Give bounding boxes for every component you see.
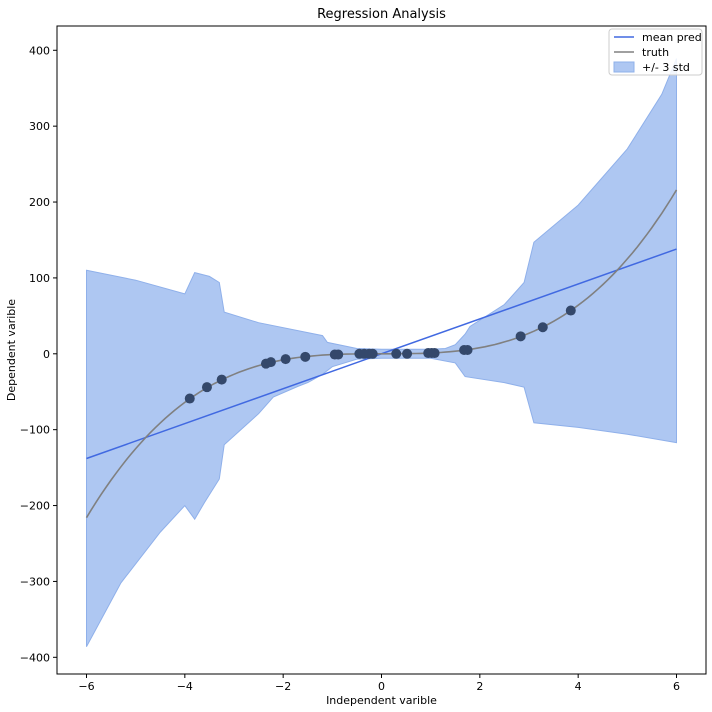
data-point: [462, 345, 473, 355]
legend-label: mean pred: [642, 31, 702, 44]
x-tick-label: 6: [673, 680, 680, 693]
data-point: [537, 322, 548, 333]
data-point: [515, 331, 526, 342]
data-point: [402, 348, 413, 359]
data-point: [300, 351, 311, 362]
truth-line: [85, 189, 678, 519]
data-point: [367, 348, 378, 359]
y-tick-label: −200: [20, 500, 50, 513]
y-tick-label: 0: [43, 348, 50, 361]
x-tick-label: −4: [177, 680, 193, 693]
x-tick-label: 2: [476, 680, 483, 693]
y-tick-label: 400: [29, 44, 50, 57]
data-point: [565, 305, 576, 316]
data-point: [333, 349, 344, 360]
plot-area: [85, 58, 678, 647]
x-tick-label: −6: [78, 680, 94, 693]
legend-label: truth: [642, 46, 669, 59]
x-axis-label: Independent varible: [326, 694, 437, 707]
data-point: [201, 382, 212, 393]
y-tick-label: 200: [29, 196, 50, 209]
y-tick-label: 100: [29, 272, 50, 285]
data-point: [391, 348, 402, 359]
data-point: [280, 354, 291, 365]
y-tick-label: 300: [29, 120, 50, 133]
x-tick-label: 0: [378, 680, 385, 693]
y-tick-label: −300: [20, 575, 50, 588]
legend-swatch-band: [613, 61, 635, 73]
legend: mean pred truth +/- 3 std: [608, 28, 703, 76]
data-point: [265, 357, 276, 368]
legend-label: +/- 3 std: [642, 61, 690, 74]
chart-title: Regression Analysis: [317, 7, 446, 22]
y-tick-label: −400: [20, 651, 50, 664]
data-point: [429, 348, 440, 359]
data-point: [184, 393, 195, 404]
uncertainty-band: [86, 58, 677, 647]
data-point: [216, 374, 227, 385]
x-tick-label: 4: [575, 680, 582, 693]
y-axis-label: Dependent varible: [5, 299, 18, 401]
axis-ticks: −6 −4 −2 0 2 4 6 −400 −300 −200 −100 0 100 200 300 400: [20, 44, 680, 693]
x-tick-label: −2: [275, 680, 291, 693]
y-tick-label: −100: [20, 424, 50, 437]
